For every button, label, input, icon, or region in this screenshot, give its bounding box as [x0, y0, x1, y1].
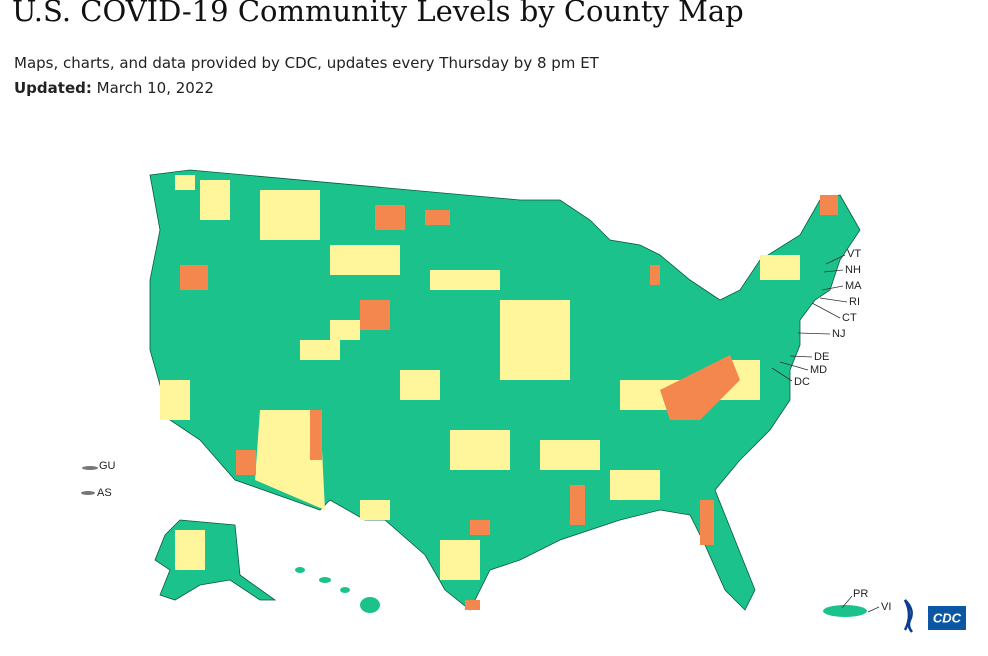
leader-line: [823, 269, 844, 273]
leader-line: [779, 361, 809, 371]
american-samoa: [81, 491, 95, 495]
alaska: [154, 519, 277, 601]
leader-line: [797, 332, 831, 335]
region-label: MD: [810, 364, 827, 376]
region-label: RI: [849, 296, 860, 308]
region-label: MA: [845, 280, 862, 292]
us-mainland: [149, 169, 861, 611]
leader-line: [867, 606, 880, 613]
region-labels: VT NH MA RI CT NJ DE MD DC GU AS PR VI: [97, 248, 891, 613]
leader-line: [825, 254, 846, 265]
region-label: NH: [845, 264, 861, 276]
region-label: GU: [99, 460, 116, 472]
updated-label: Updated:: [14, 79, 92, 97]
region-label: VI: [881, 601, 891, 613]
cdc-logo: CDC: [903, 599, 966, 633]
updated-line: Updated: March 10, 2022: [14, 79, 214, 97]
updated-date: March 10, 2022: [96, 79, 214, 97]
region-label: VT: [847, 248, 861, 260]
leader-line: [819, 297, 848, 303]
leader-line: [821, 285, 844, 291]
territories: [81, 466, 867, 617]
moderate-areas: [160, 175, 800, 580]
logo-box: [928, 606, 966, 630]
subtitle: Maps, charts, and data provided by CDC, …: [14, 54, 599, 72]
moderate-areas: [175, 530, 205, 570]
leader-line: [771, 367, 793, 382]
region-label: NJ: [832, 328, 845, 340]
high-areas: [180, 195, 838, 610]
hhs-emblem: [903, 599, 913, 633]
leader-line: [841, 595, 853, 609]
hawaii: [295, 567, 380, 613]
leader-line: [789, 355, 813, 358]
guam: [82, 466, 98, 470]
leader-lines: [771, 254, 880, 613]
logo-text: CDC: [933, 610, 962, 625]
region-label: PR: [853, 588, 868, 600]
region-label: DE: [814, 351, 829, 363]
region-label: DC: [794, 376, 810, 388]
page-title: U.S. COVID-19 Community Levels by County…: [12, 0, 744, 28]
puerto-rico: [823, 605, 867, 617]
region-label: CT: [842, 312, 857, 324]
leader-line: [811, 302, 841, 319]
region-label: AS: [97, 487, 112, 499]
